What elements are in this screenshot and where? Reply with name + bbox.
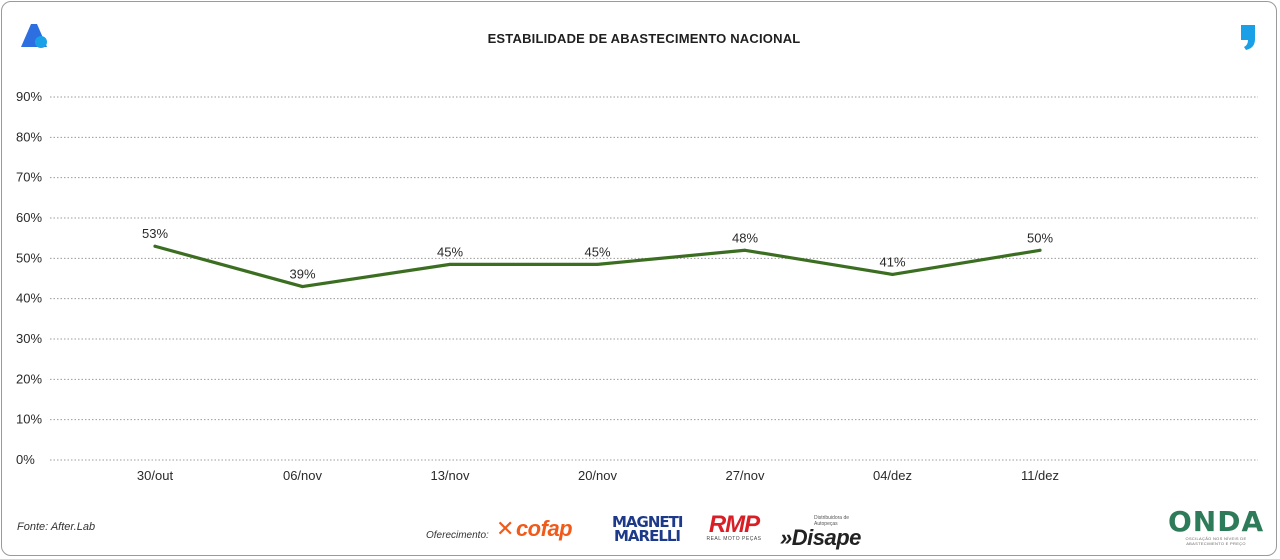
onda-subtitle: OSCILAÇÃO NOS NÍVEIS DE ABASTECIMENTO E … <box>1185 536 1247 546</box>
marelli-text: MARELLI <box>613 527 681 545</box>
data-label: 45% <box>437 244 463 259</box>
disape-logo: Distribuidora de Autopeças »Disape <box>780 515 872 549</box>
cofap-x-icon: ✕ <box>496 516 514 541</box>
data-label: 41% <box>879 254 905 269</box>
chart-title: ESTABILIDADE DE ABASTECIMENTO NACIONAL <box>487 31 801 46</box>
y-tick-label: 20% <box>16 371 42 386</box>
onda-text: ONDA <box>1168 505 1265 538</box>
afterlab-logo-icon <box>21 24 47 48</box>
data-point <box>891 272 894 276</box>
data-point <box>448 262 452 266</box>
cofap-logo: ✕cofap <box>496 516 573 542</box>
data-label: 39% <box>289 267 315 282</box>
cofap-text: cofap <box>515 516 573 541</box>
x-tick-label: 27/nov <box>725 468 765 483</box>
y-tick-label: 90% <box>16 89 42 104</box>
data-point <box>596 262 599 266</box>
x-tick-label: 06/nov <box>283 468 323 483</box>
y-tick-label: 40% <box>16 291 42 306</box>
disape-subtitle: Distribuidora de Autopeças <box>814 515 850 527</box>
data-point <box>153 244 157 248</box>
rmp-subtitle: REAL MOTO PEÇAS <box>706 536 762 542</box>
y-tick-label: 70% <box>16 170 42 185</box>
data-point <box>1038 248 1042 252</box>
data-point <box>301 285 304 289</box>
y-tick-label: 0% <box>16 452 35 467</box>
y-tick-label: 30% <box>16 331 42 346</box>
line-chart: 0% 10% 20% 30% 40% 50% 60% 70% 80% 90% 30/out 06/no… <box>16 89 1258 483</box>
rmp-text: RMP <box>708 511 760 538</box>
y-tick-label: 60% <box>16 210 42 225</box>
data-label: 45% <box>584 244 610 259</box>
rmp-logo: RMP REAL MOTO PEÇAS <box>700 511 768 543</box>
x-tick-label: 20/nov <box>578 468 618 483</box>
data-label: 48% <box>732 230 758 245</box>
magneti-text: MAGNETI <box>612 513 683 531</box>
x-tick-label: 04/dez <box>873 468 912 483</box>
x-tick-label: 11/dez <box>1021 468 1059 483</box>
data-label: 53% <box>142 226 168 241</box>
magneti-marelli-logo: MAGNETI MARELLI <box>612 513 683 545</box>
source-note: Fonte: After.Lab <box>17 521 96 533</box>
sponsor-label: Oferecimento: <box>426 530 489 541</box>
y-tick-label: 50% <box>16 250 42 265</box>
y-tick-label: 10% <box>16 412 42 427</box>
data-point <box>743 248 747 252</box>
x-tick-label: 30/out <box>137 468 174 483</box>
disape-text: »Disape <box>780 525 861 550</box>
data-label: 50% <box>1027 230 1053 245</box>
y-tick-label: 80% <box>16 129 42 144</box>
onda-logo: ONDA OSCILAÇÃO NOS NÍVEIS DE ABASTECIMEN… <box>1168 505 1265 547</box>
comma-logo-icon <box>1241 25 1255 50</box>
x-tick-label: 13/nov <box>430 468 470 483</box>
